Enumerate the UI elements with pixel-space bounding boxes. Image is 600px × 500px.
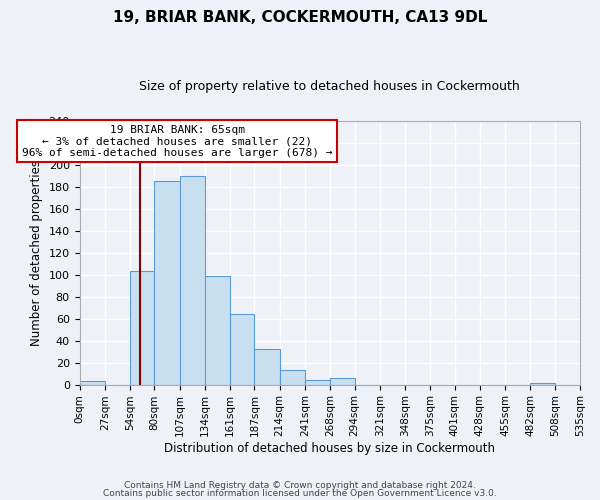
Bar [130,272,154,384]
Text: Contains public sector information licensed under the Open Government Licence v3: Contains public sector information licen… [103,488,497,498]
Text: 19 BRIAR BANK: 65sqm
← 3% of detached houses are smaller (22)
96% of semi-detach: 19 BRIAR BANK: 65sqm ← 3% of detached ho… [22,124,332,158]
Bar [305,380,330,384]
Bar [330,378,355,384]
Bar [280,370,305,384]
Title: Size of property relative to detached houses in Cockermouth: Size of property relative to detached ho… [139,80,520,93]
Y-axis label: Number of detached properties: Number of detached properties [30,160,43,346]
Text: 19, BRIAR BANK, COCKERMOUTH, CA13 9DL: 19, BRIAR BANK, COCKERMOUTH, CA13 9DL [113,10,487,25]
Bar [154,181,179,384]
X-axis label: Distribution of detached houses by size in Cockermouth: Distribution of detached houses by size … [164,442,495,455]
Bar [254,350,280,384]
Bar [80,382,105,384]
Bar [230,314,254,384]
Bar [179,176,205,384]
Text: Contains HM Land Registry data © Crown copyright and database right 2024.: Contains HM Land Registry data © Crown c… [124,481,476,490]
Bar [205,276,230,384]
